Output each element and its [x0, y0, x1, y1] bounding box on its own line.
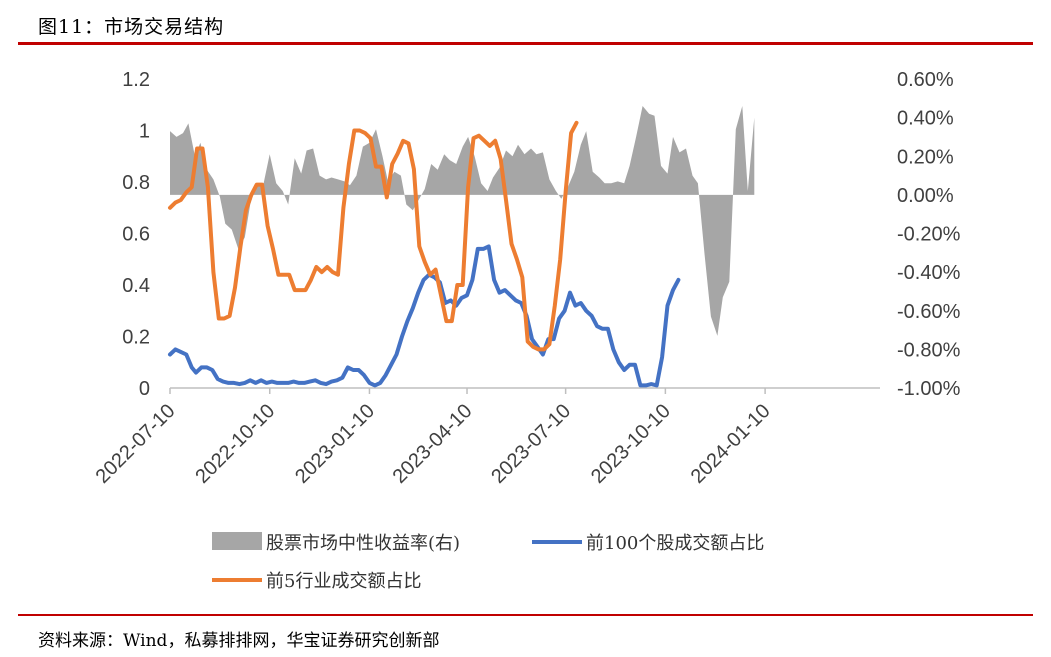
y-right-tick-label: -1.00% [897, 378, 961, 400]
x-tick-label: 2023-04-10 [389, 400, 477, 488]
y-left-tick-label: 1.2 [122, 69, 150, 91]
source-note: 资料来源：Wind，私募排排网，华宝证券研究创新部 [38, 631, 440, 651]
y-right-tick-label: -0.20% [897, 224, 961, 246]
legend-label: 前100个股成交额占比 [586, 533, 764, 554]
x-tick-label: 2024-01-10 [687, 400, 775, 488]
x-tick-label: 2022-07-10 [92, 400, 180, 488]
x-tick-label: 2023-07-10 [487, 400, 575, 488]
y-right-tick-label: -0.60% [897, 301, 961, 323]
y-right-tick-label: -0.40% [897, 262, 961, 284]
legend-label: 股票市场中性收益率(右) [266, 533, 460, 554]
y-right-tick-label: 0.20% [897, 146, 954, 168]
top-rule [18, 42, 1033, 45]
y-left-tick-label: 0.4 [122, 275, 150, 297]
y-right-tick-label: 0.60% [897, 69, 954, 91]
y-left-tick-label: 1 [139, 121, 150, 143]
y-right-tick-label: 0.40% [897, 108, 954, 130]
y-left-tick-label: 0.2 [122, 327, 150, 349]
series-line-top100-share [168, 244, 681, 388]
y-right-tick-label: -0.80% [897, 339, 961, 361]
x-tick-label: 2023-01-10 [291, 400, 379, 488]
y-left-tick-label: 0.8 [122, 172, 150, 194]
x-tick-label: 2022-10-10 [191, 400, 279, 488]
y-left-tick-label: 0 [139, 378, 150, 400]
figure-title: 图11：市场交易结构 [38, 16, 225, 38]
series-line-top5-industry-share [168, 120, 579, 352]
y-right-tick-label: 0.00% [897, 185, 954, 207]
x-tick-label: 2023-10-10 [587, 400, 675, 488]
legend-swatch-area [212, 532, 262, 550]
series-area-neutral-return [170, 106, 755, 336]
y-left-tick-label: 0.6 [122, 224, 150, 246]
bottom-rule [18, 614, 1033, 616]
chart: 0 0.2 0.4 0.6 0.8 1 1.2 -1.00% -0.80% -0.60% -0.40… [92, 69, 961, 592]
legend-label: 前5行业成交额占比 [266, 571, 421, 592]
